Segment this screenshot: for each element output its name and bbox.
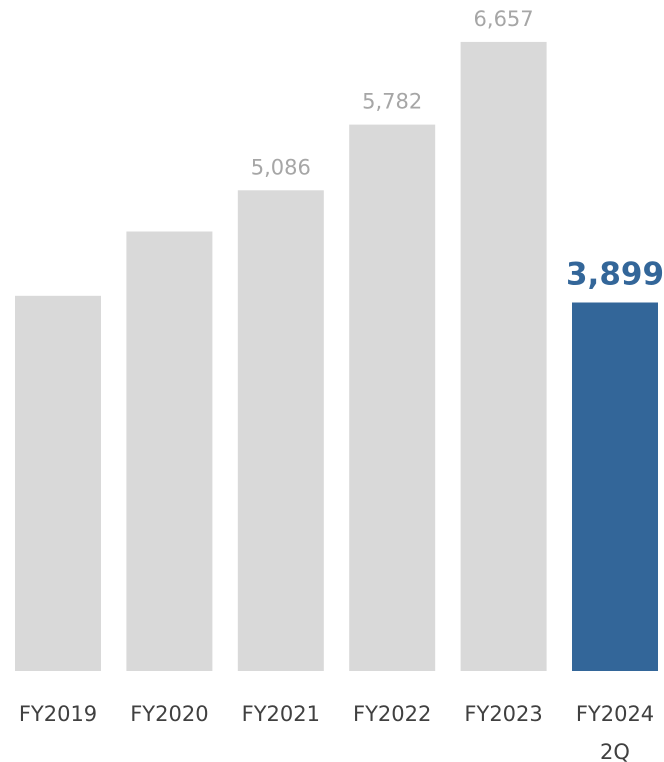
bar-fy2022 bbox=[349, 124, 436, 672]
x-tick-label-fy2022: FY2022 bbox=[353, 702, 431, 726]
data-label-fy2024-2q: 3,899 bbox=[566, 257, 664, 293]
bar-fy2021 bbox=[237, 190, 324, 672]
data-labels-group: 5,086 5,782 6,657 3,899 bbox=[251, 7, 664, 293]
data-label-fy2023: 6,657 bbox=[474, 7, 534, 31]
x-tick-label-fy2020: FY2020 bbox=[130, 702, 208, 726]
x-tick-labels-group: FY2019 FY2020 FY2021 FY2022 FY2023 FY2024 2Q bbox=[19, 702, 654, 762]
bar-fy2019 bbox=[15, 295, 101, 671]
x-tick-label-fy2024: FY2024 bbox=[576, 702, 654, 726]
x-tick-label-fy2023: FY2023 bbox=[464, 702, 542, 726]
bars-group bbox=[15, 41, 658, 672]
x-tick-label-fy2019: FY2019 bbox=[19, 702, 97, 726]
x-tick-label-2q: 2Q bbox=[600, 740, 630, 762]
x-tick-label-fy2021: FY2021 bbox=[242, 702, 320, 726]
bar-fy2023 bbox=[460, 41, 547, 671]
data-label-fy2021: 5,086 bbox=[251, 155, 311, 179]
data-label-fy2022: 5,782 bbox=[362, 90, 422, 114]
bar-fy2020 bbox=[126, 231, 213, 671]
bar-fy2024-2q bbox=[572, 302, 658, 671]
